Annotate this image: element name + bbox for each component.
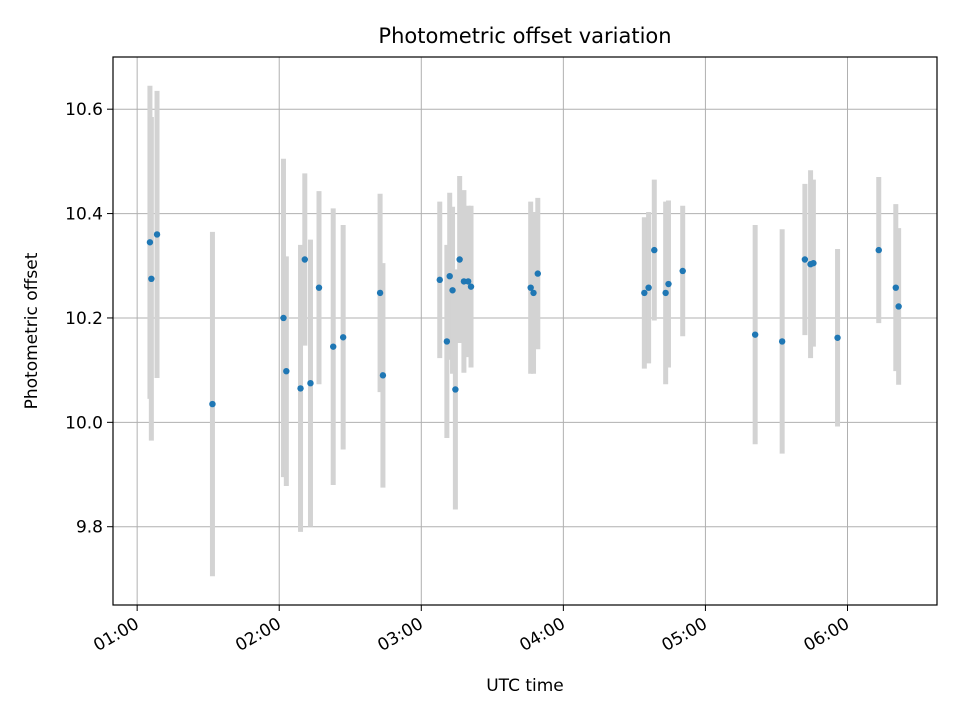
data-point bbox=[464, 278, 472, 285]
data-point bbox=[467, 283, 475, 290]
data-point bbox=[339, 334, 347, 341]
data-point bbox=[379, 372, 387, 379]
data-point bbox=[301, 256, 308, 263]
data-point bbox=[651, 246, 658, 254]
x-axis-label: UTC time bbox=[486, 676, 564, 696]
data-point bbox=[315, 284, 323, 291]
data-point bbox=[209, 400, 216, 408]
data-points bbox=[146, 231, 902, 408]
data-point bbox=[751, 331, 759, 338]
data-point bbox=[665, 280, 672, 288]
data-point bbox=[443, 338, 451, 345]
data-point bbox=[801, 256, 809, 263]
plot-frame bbox=[112, 56, 938, 606]
y-tick-label: 9.8 bbox=[76, 518, 103, 538]
data-point bbox=[146, 239, 154, 246]
y-tick-label: 10.2 bbox=[65, 309, 103, 329]
data-point bbox=[834, 334, 841, 341]
y-tick-label: 10.4 bbox=[65, 205, 103, 225]
y-tick-label: 10.0 bbox=[65, 413, 103, 433]
data-point bbox=[283, 367, 290, 375]
x-tick-label: 01:00 bbox=[90, 614, 142, 656]
data-point bbox=[534, 270, 541, 277]
data-point bbox=[662, 289, 669, 297]
data-point bbox=[875, 246, 882, 254]
data-point bbox=[530, 289, 537, 297]
data-point bbox=[297, 385, 304, 392]
y-tick-label: 10.6 bbox=[65, 100, 103, 120]
chart-title: Photometric offset variation bbox=[378, 24, 671, 48]
x-tick-label: 03:00 bbox=[374, 614, 426, 656]
x-tick-label: 05:00 bbox=[658, 614, 710, 656]
data-point bbox=[527, 284, 534, 291]
data-point bbox=[778, 338, 786, 345]
data-point bbox=[307, 379, 314, 387]
data-point bbox=[892, 284, 899, 291]
data-point bbox=[810, 259, 817, 267]
data-point bbox=[679, 267, 686, 275]
x-tick-label: 02:00 bbox=[232, 614, 284, 656]
data-point bbox=[148, 275, 155, 283]
grid bbox=[113, 57, 937, 605]
y-axis-label: Photometric offset bbox=[22, 252, 42, 409]
data-point bbox=[436, 276, 443, 284]
data-point bbox=[280, 314, 287, 322]
data-point bbox=[456, 256, 463, 263]
data-point bbox=[376, 289, 384, 297]
data-point bbox=[645, 284, 652, 291]
data-point bbox=[449, 287, 456, 294]
x-tick-label: 06:00 bbox=[801, 614, 853, 656]
data-point bbox=[446, 273, 453, 280]
x-tick-label: 04:00 bbox=[516, 614, 568, 656]
data-point bbox=[452, 386, 459, 393]
data-point bbox=[641, 289, 648, 297]
error-bars bbox=[147, 85, 902, 577]
data-point bbox=[330, 343, 337, 350]
data-point bbox=[895, 303, 902, 310]
data-point bbox=[153, 231, 161, 238]
